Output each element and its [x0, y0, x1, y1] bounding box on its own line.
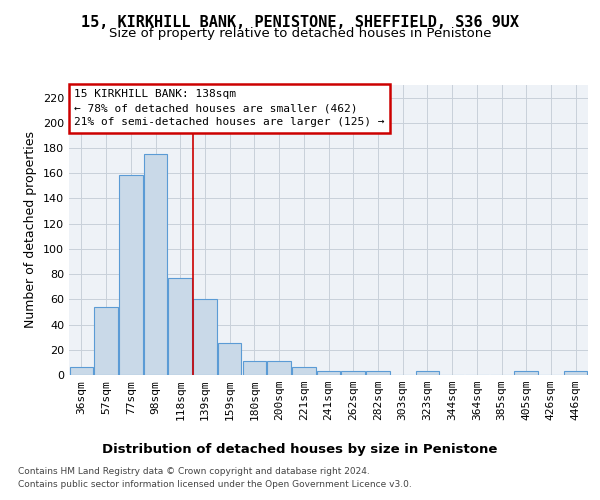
Bar — [144, 154, 167, 375]
Bar — [317, 371, 340, 375]
Bar — [341, 371, 365, 375]
Bar — [218, 344, 241, 375]
Text: 15, KIRKHILL BANK, PENISTONE, SHEFFIELD, S36 9UX: 15, KIRKHILL BANK, PENISTONE, SHEFFIELD,… — [81, 15, 519, 30]
Bar — [416, 371, 439, 375]
Bar — [119, 174, 143, 375]
Bar — [94, 307, 118, 375]
Bar — [292, 368, 316, 375]
Bar — [70, 368, 93, 375]
Bar — [564, 371, 587, 375]
Text: Contains public sector information licensed under the Open Government Licence v3: Contains public sector information licen… — [18, 480, 412, 489]
Bar — [366, 371, 389, 375]
Text: Size of property relative to detached houses in Penistone: Size of property relative to detached ho… — [109, 28, 491, 40]
Text: Contains HM Land Registry data © Crown copyright and database right 2024.: Contains HM Land Registry data © Crown c… — [18, 468, 370, 476]
Bar — [169, 278, 192, 375]
Bar — [242, 361, 266, 375]
Bar — [268, 361, 291, 375]
Text: 15 KIRKHILL BANK: 138sqm
← 78% of detached houses are smaller (462)
21% of semi-: 15 KIRKHILL BANK: 138sqm ← 78% of detach… — [74, 90, 385, 128]
Y-axis label: Number of detached properties: Number of detached properties — [25, 132, 37, 328]
Text: Distribution of detached houses by size in Penistone: Distribution of detached houses by size … — [103, 442, 497, 456]
Bar — [193, 300, 217, 375]
Bar — [514, 371, 538, 375]
